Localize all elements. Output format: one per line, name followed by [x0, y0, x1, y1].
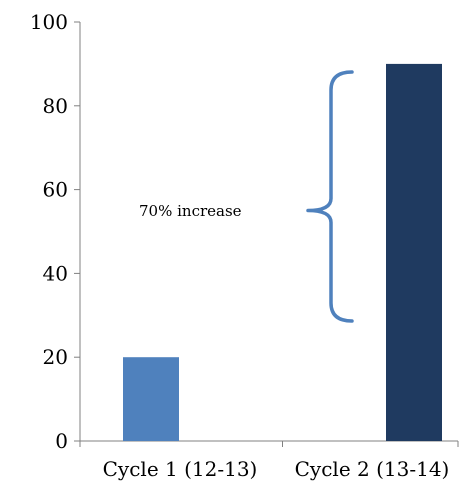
y-tick-label: 0	[55, 429, 68, 453]
y-tick-labels: 0 20 40 60 80 100	[30, 10, 68, 453]
y-tick-label: 60	[43, 178, 68, 202]
annotations: 70% increase	[139, 70, 354, 323]
bar-2	[386, 63, 442, 442]
curly-brace	[306, 70, 354, 323]
y-tick-label: 20	[43, 345, 68, 369]
x-category-labels: Cycle 1 (12-13) Cycle 2 (13-14)	[103, 457, 450, 481]
x-category-label: Cycle 1 (12-13)	[103, 457, 258, 481]
y-tick-label: 100	[30, 10, 68, 34]
y-tick-label: 40	[43, 261, 68, 285]
annotation-label: 70% increase	[139, 202, 242, 220]
y-tick-label: 80	[43, 94, 68, 118]
x-category-label: Cycle 2 (13-14)	[295, 457, 450, 481]
bar-1	[123, 357, 179, 441]
bars	[123, 63, 442, 442]
